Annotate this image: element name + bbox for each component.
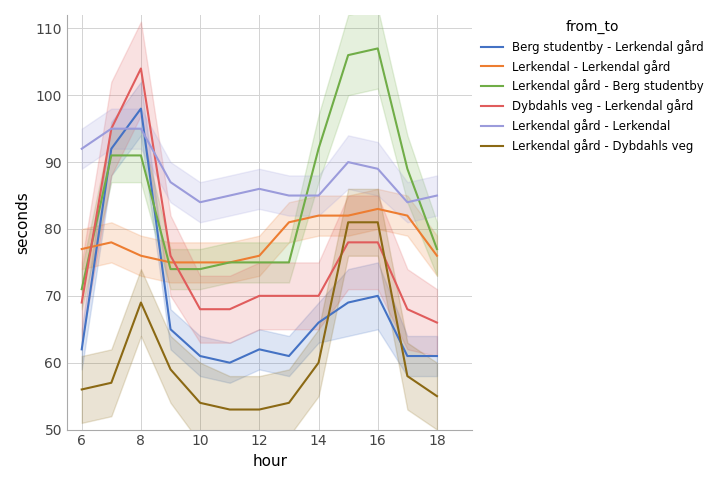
Lerkendal - Lerkendal gård [225, 259, 234, 265]
Dybdahls veg - Lerkendal gård [314, 293, 323, 299]
Lerkendal gård - Berg studentby [373, 45, 382, 51]
Lerkendal gård - Lerkendal [255, 186, 264, 192]
Lerkendal gård - Dybdahls veg [314, 360, 323, 365]
Lerkendal gård - Lerkendal [433, 193, 442, 198]
Lerkendal gård - Lerkendal [78, 146, 86, 151]
Berg studentby - Lerkendal gård [285, 353, 294, 359]
Lerkendal gård - Lerkendal [166, 179, 175, 185]
Line: Lerkendal - Lerkendal gård: Lerkendal - Lerkendal gård [82, 209, 437, 262]
Lerkendal - Lerkendal gård [107, 240, 116, 245]
Lerkendal gård - Berg studentby [433, 246, 442, 252]
Lerkendal gård - Dybdahls veg [285, 400, 294, 406]
Dybdahls veg - Lerkendal gård [107, 126, 116, 132]
Lerkendal gård - Dybdahls veg [344, 219, 352, 225]
Berg studentby - Lerkendal gård [255, 347, 264, 352]
Berg studentby - Lerkendal gård [166, 326, 175, 332]
Legend: Berg studentby - Lerkendal gård, Lerkendal - Lerkendal gård, Lerkendal gård - Be: Berg studentby - Lerkendal gård, Lerkend… [476, 15, 708, 158]
Lerkendal gård - Berg studentby [107, 152, 116, 158]
Lerkendal - Lerkendal gård [166, 259, 175, 265]
Y-axis label: seconds: seconds [15, 191, 30, 254]
Dybdahls veg - Lerkendal gård [285, 293, 294, 299]
Lerkendal - Lerkendal gård [196, 259, 204, 265]
Lerkendal - Lerkendal gård [433, 253, 442, 258]
Lerkendal gård - Berg studentby [166, 266, 175, 272]
Lerkendal gård - Lerkendal [285, 193, 294, 198]
Lerkendal gård - Berg studentby [285, 259, 294, 265]
Lerkendal gård - Lerkendal [136, 126, 145, 132]
Line: Lerkendal gård - Berg studentby: Lerkendal gård - Berg studentby [82, 48, 437, 289]
Lerkendal gård - Berg studentby [314, 146, 323, 151]
Lerkendal gård - Lerkendal [314, 193, 323, 198]
Lerkendal gård - Lerkendal [107, 126, 116, 132]
Lerkendal gård - Dybdahls veg [78, 387, 86, 393]
Berg studentby - Lerkendal gård [403, 353, 412, 359]
Lerkendal gård - Berg studentby [136, 152, 145, 158]
Dybdahls veg - Lerkendal gård [433, 320, 442, 326]
Lerkendal gård - Berg studentby [196, 266, 204, 272]
Berg studentby - Lerkendal gård [225, 360, 234, 365]
X-axis label: hour: hour [252, 454, 287, 469]
Dybdahls veg - Lerkendal gård [403, 306, 412, 312]
Lerkendal gård - Lerkendal [225, 193, 234, 198]
Lerkendal gård - Dybdahls veg [225, 407, 234, 412]
Berg studentby - Lerkendal gård [344, 300, 352, 305]
Lerkendal gård - Dybdahls veg [107, 380, 116, 386]
Line: Lerkendal gård - Dybdahls veg: Lerkendal gård - Dybdahls veg [82, 222, 437, 409]
Dybdahls veg - Lerkendal gård [78, 300, 86, 305]
Line: Dybdahls veg - Lerkendal gård: Dybdahls veg - Lerkendal gård [82, 69, 437, 323]
Dybdahls veg - Lerkendal gård [225, 306, 234, 312]
Berg studentby - Lerkendal gård [373, 293, 382, 299]
Lerkendal gård - Lerkendal [344, 159, 352, 165]
Lerkendal - Lerkendal gård [136, 253, 145, 258]
Lerkendal gård - Lerkendal [196, 199, 204, 205]
Lerkendal gård - Dybdahls veg [373, 219, 382, 225]
Lerkendal gård - Dybdahls veg [136, 300, 145, 305]
Lerkendal gård - Dybdahls veg [196, 400, 204, 406]
Berg studentby - Lerkendal gård [314, 320, 323, 326]
Berg studentby - Lerkendal gård [78, 347, 86, 352]
Berg studentby - Lerkendal gård [196, 353, 204, 359]
Berg studentby - Lerkendal gård [107, 146, 116, 151]
Lerkendal - Lerkendal gård [403, 212, 412, 218]
Line: Berg studentby - Lerkendal gård: Berg studentby - Lerkendal gård [82, 108, 437, 363]
Berg studentby - Lerkendal gård [433, 353, 442, 359]
Lerkendal gård - Berg studentby [225, 259, 234, 265]
Dybdahls veg - Lerkendal gård [373, 240, 382, 245]
Lerkendal gård - Dybdahls veg [433, 393, 442, 399]
Lerkendal gård - Dybdahls veg [166, 366, 175, 372]
Dybdahls veg - Lerkendal gård [255, 293, 264, 299]
Lerkendal - Lerkendal gård [314, 212, 323, 218]
Lerkendal - Lerkendal gård [285, 219, 294, 225]
Dybdahls veg - Lerkendal gård [196, 306, 204, 312]
Dybdahls veg - Lerkendal gård [344, 240, 352, 245]
Dybdahls veg - Lerkendal gård [136, 66, 145, 72]
Lerkendal gård - Lerkendal [403, 199, 412, 205]
Lerkendal gård - Berg studentby [78, 286, 86, 292]
Lerkendal gård - Berg studentby [344, 52, 352, 58]
Lerkendal - Lerkendal gård [373, 206, 382, 212]
Lerkendal - Lerkendal gård [78, 246, 86, 252]
Berg studentby - Lerkendal gård [136, 106, 145, 111]
Lerkendal - Lerkendal gård [255, 253, 264, 258]
Lerkendal gård - Dybdahls veg [255, 407, 264, 412]
Lerkendal gård - Dybdahls veg [403, 373, 412, 379]
Dybdahls veg - Lerkendal gård [166, 253, 175, 258]
Lerkendal - Lerkendal gård [344, 212, 352, 218]
Lerkendal gård - Berg studentby [255, 259, 264, 265]
Lerkendal gård - Berg studentby [403, 166, 412, 172]
Line: Lerkendal gård - Lerkendal: Lerkendal gård - Lerkendal [82, 129, 437, 202]
Lerkendal gård - Lerkendal [373, 166, 382, 172]
